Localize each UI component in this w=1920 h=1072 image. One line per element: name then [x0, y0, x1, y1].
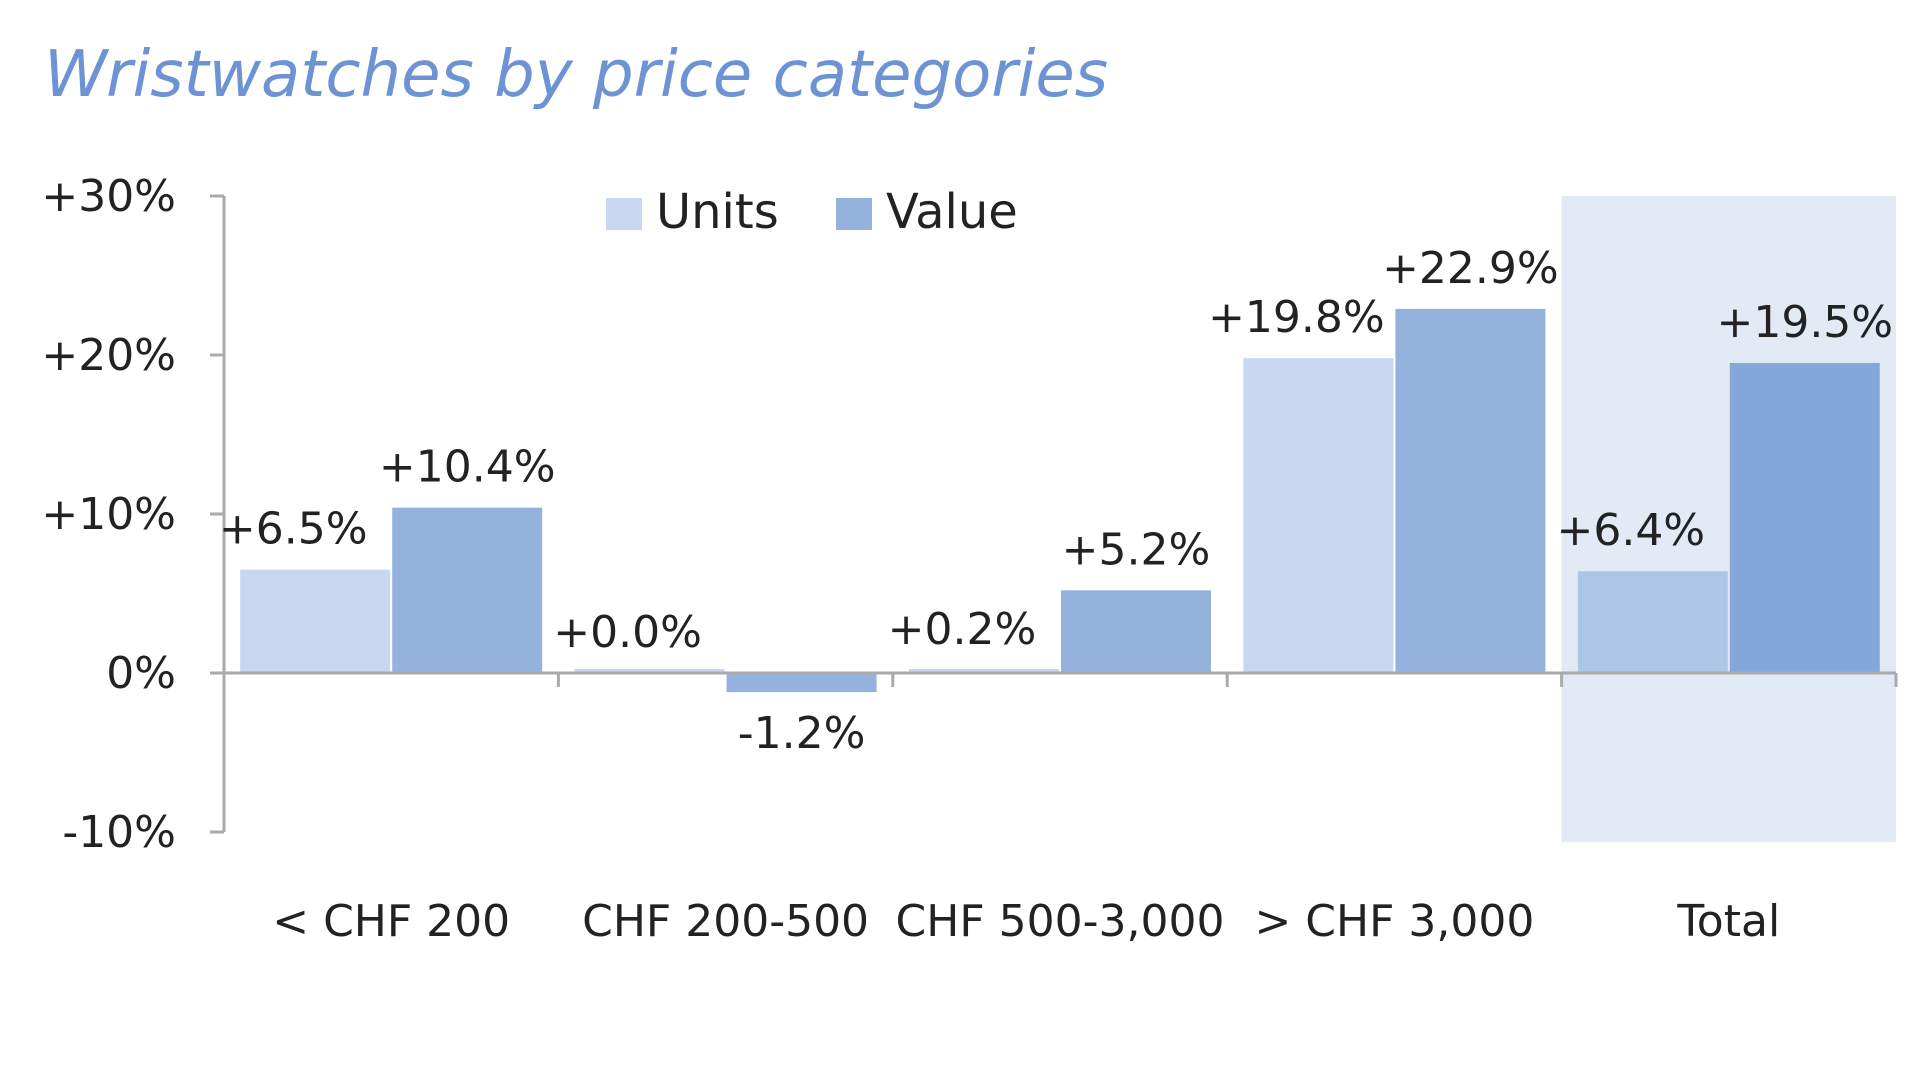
x-category-label: CHF 200-500 — [582, 896, 869, 947]
legend-label-value: Value — [886, 184, 1018, 240]
y-tick-label: -10% — [62, 807, 176, 858]
bar-value — [392, 507, 543, 673]
data-label-value: +5.2% — [1062, 524, 1211, 575]
legend-label-units: Units — [656, 184, 779, 240]
bar-units — [1243, 358, 1394, 673]
data-label-units: +19.8% — [1208, 292, 1385, 343]
data-label-units: +6.5% — [219, 504, 368, 555]
x-category-label: < CHF 200 — [272, 896, 510, 947]
bar-value — [1395, 308, 1546, 673]
bar-value — [1061, 590, 1211, 673]
y-tick-label: +30% — [41, 171, 176, 222]
bar-units — [240, 569, 391, 673]
data-label-value: +10.4% — [379, 442, 556, 493]
data-label-units: +0.2% — [888, 604, 1037, 655]
data-label-value: +19.5% — [1716, 297, 1893, 348]
data-label-units: +6.4% — [1556, 505, 1705, 556]
data-label-value: -1.2% — [738, 708, 866, 759]
bar-value — [726, 673, 877, 693]
y-tick-label: 0% — [106, 648, 176, 699]
bar-units — [909, 669, 1059, 673]
data-label-value: +22.9% — [1382, 243, 1559, 294]
bar-units — [574, 669, 725, 673]
legend-swatch-value — [836, 198, 872, 230]
x-category-label: > CHF 3,000 — [1254, 896, 1534, 947]
data-label-units: +0.0% — [553, 607, 702, 658]
x-category-label: CHF 500-3,000 — [896, 896, 1225, 947]
y-tick-label: +20% — [41, 330, 176, 381]
chart-title: Wristwatches by price categories — [44, 38, 1109, 112]
bar-value — [1729, 362, 1880, 673]
x-category-label: Total — [1676, 896, 1780, 947]
bar-units — [1577, 571, 1728, 673]
legend-swatch-units — [606, 198, 642, 230]
y-tick-label: +10% — [41, 489, 176, 540]
